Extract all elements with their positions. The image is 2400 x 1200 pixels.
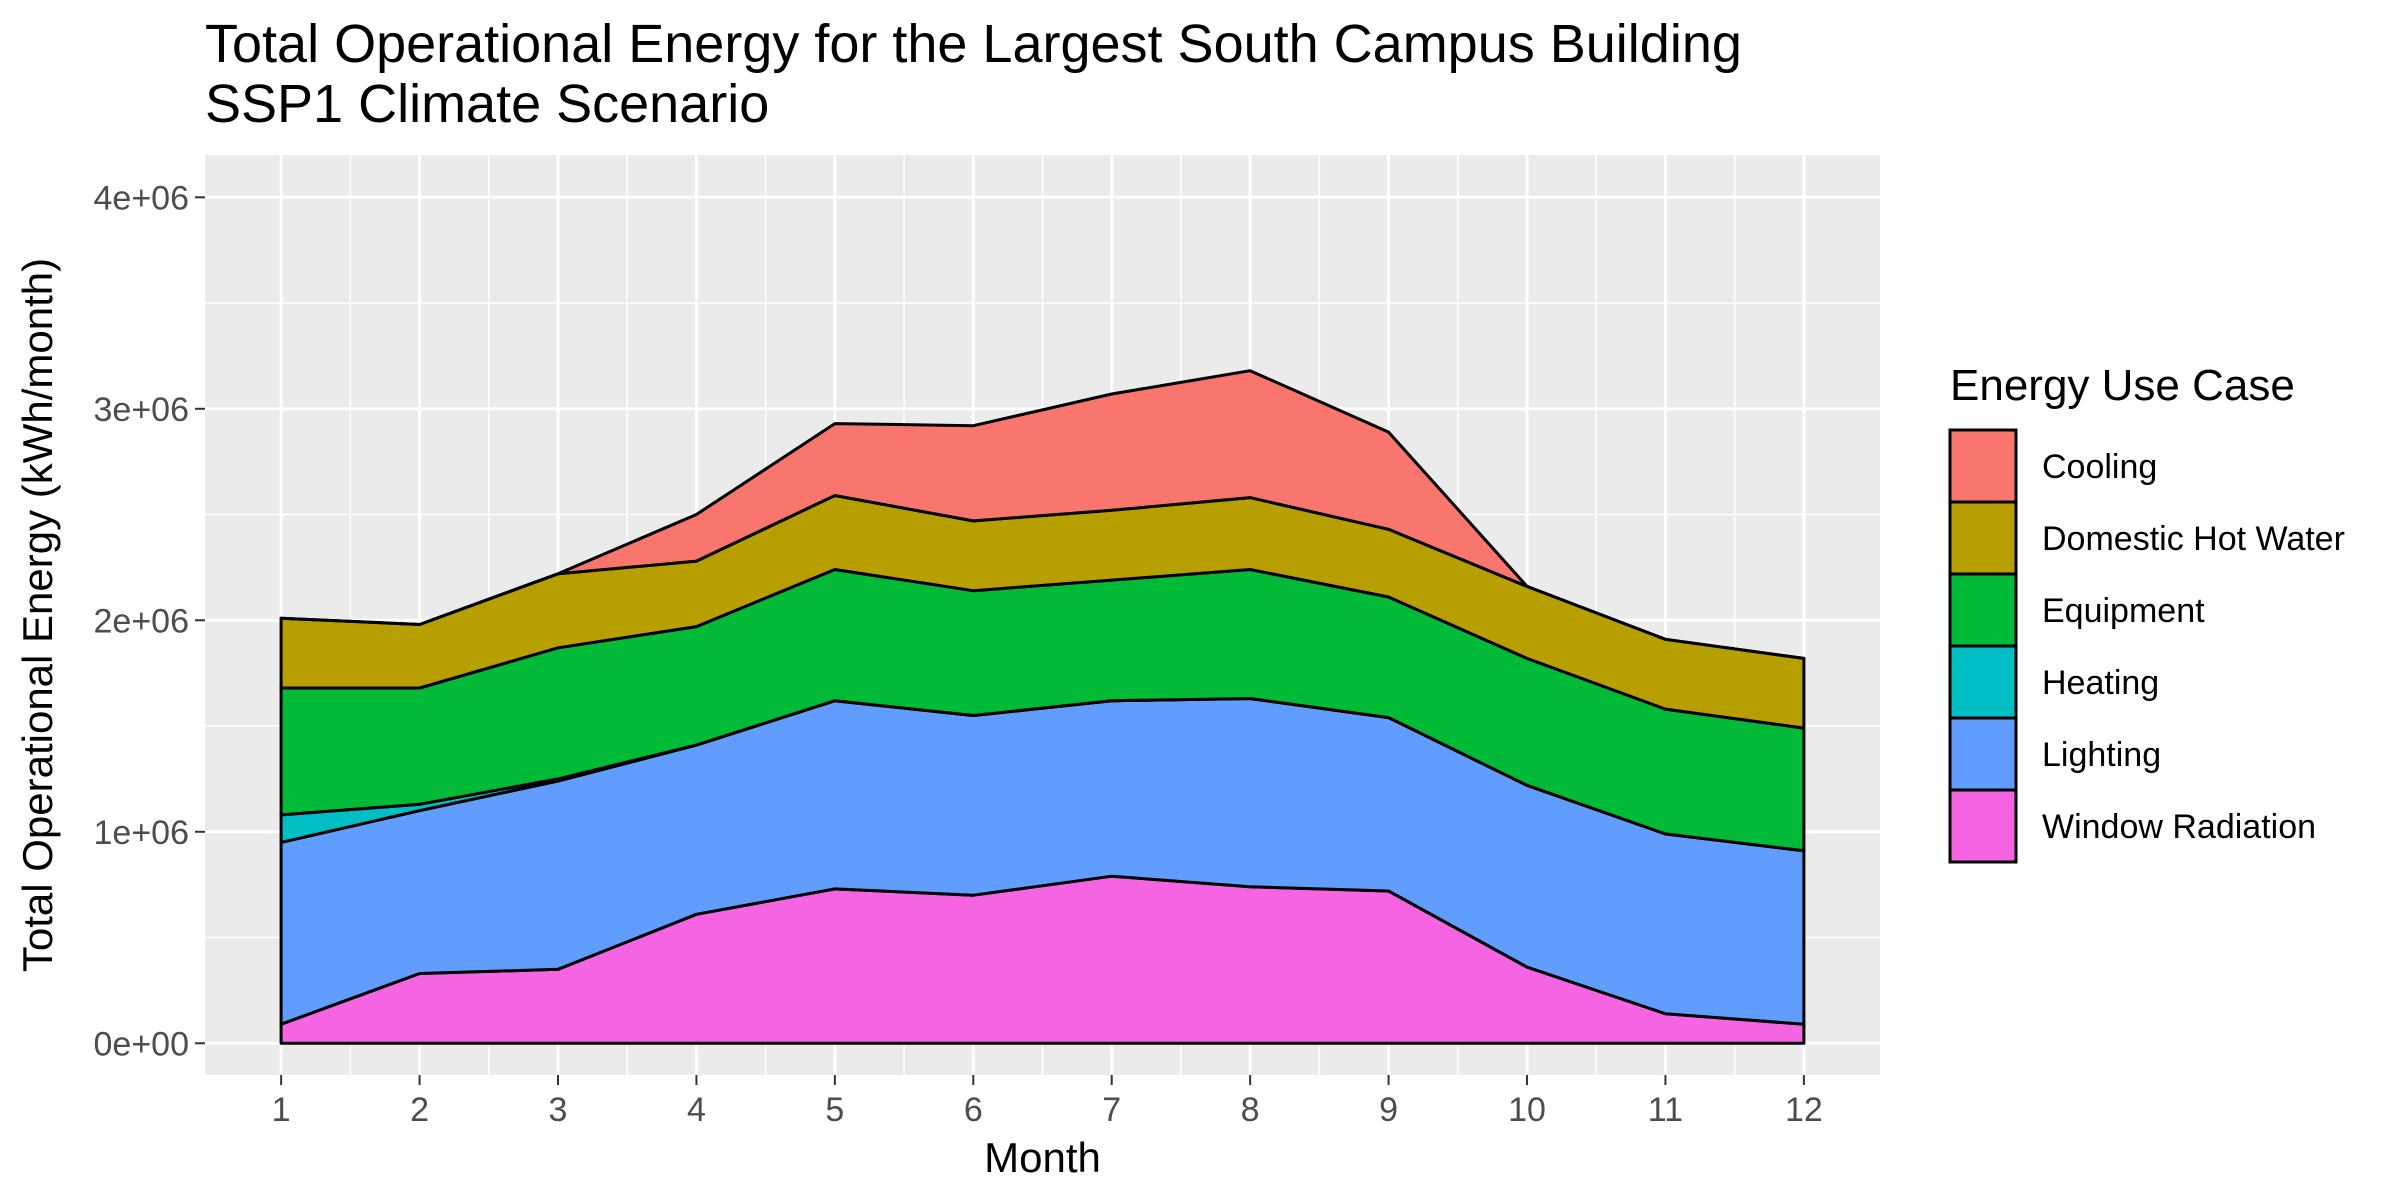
legend-label-domestic-hot-water: Domestic Hot Water — [2042, 520, 2345, 558]
legend-title: Energy Use Case — [1950, 361, 2295, 410]
x-tick-label: 12 — [1785, 1091, 1823, 1129]
legend-label-heating: Heating — [2042, 664, 2159, 702]
area-cooling — [279, 369, 1806, 660]
y-tick-label: 0e+00 — [94, 1025, 190, 1063]
y-tick-label: 4e+06 — [94, 179, 190, 217]
x-tick-label: 9 — [1379, 1091, 1398, 1129]
x-tick-label: 11 — [1648, 1091, 1683, 1129]
x-axis-title: Month — [984, 1134, 1101, 1181]
legend-label-equipment: Equipment — [2042, 592, 2205, 630]
y-axis: 0e+00 1e+06 2e+06 3e+06 4e+06 — [94, 179, 205, 1063]
x-tick-label: 2 — [410, 1091, 429, 1129]
x-tick-label: 7 — [1102, 1091, 1121, 1129]
x-tick-label: 5 — [825, 1091, 844, 1129]
legend-key-equipment — [1948, 572, 2018, 648]
legend-items: Cooling Domestic Hot Water Equipment Heatin… — [1948, 428, 2345, 864]
stacked-areas — [279, 369, 1806, 1045]
chart-subtitle: SSP1 Climate Scenario — [205, 74, 769, 134]
chart-title: Total Operational Energy for the Largest… — [205, 14, 1742, 74]
legend-key-cooling — [1948, 428, 2018, 504]
x-tick-label: 8 — [1241, 1091, 1260, 1129]
x-tick-label: 6 — [964, 1091, 983, 1129]
legend-key-window-radiation — [1948, 788, 2018, 864]
x-tick-label: 10 — [1508, 1091, 1546, 1129]
y-tick-label: 2e+06 — [94, 602, 190, 640]
legend-label-window-radiation: Window Radiation — [2042, 808, 2316, 846]
y-tick-label: 3e+06 — [94, 391, 190, 429]
x-axis: 1 2 3 4 5 6 7 8 9 10 11 12 — [272, 1075, 1823, 1129]
y-tick-label: 1e+06 — [94, 814, 190, 852]
legend-label-lighting: Lighting — [2042, 736, 2161, 774]
x-tick-label: 3 — [549, 1091, 568, 1129]
y-axis-title: Total Operational Energy (kWh/month) — [14, 258, 61, 972]
legend-key-lighting — [1948, 716, 2018, 792]
legend-key-heating — [1948, 644, 2018, 720]
legend-key-domestic-hot-water — [1948, 500, 2018, 576]
x-tick-label: 1 — [272, 1091, 291, 1129]
legend-label-cooling: Cooling — [2042, 448, 2157, 486]
legend: Energy Use Case Cooling Domestic Hot Wate… — [1948, 361, 2345, 864]
x-tick-label: 4 — [687, 1091, 706, 1129]
